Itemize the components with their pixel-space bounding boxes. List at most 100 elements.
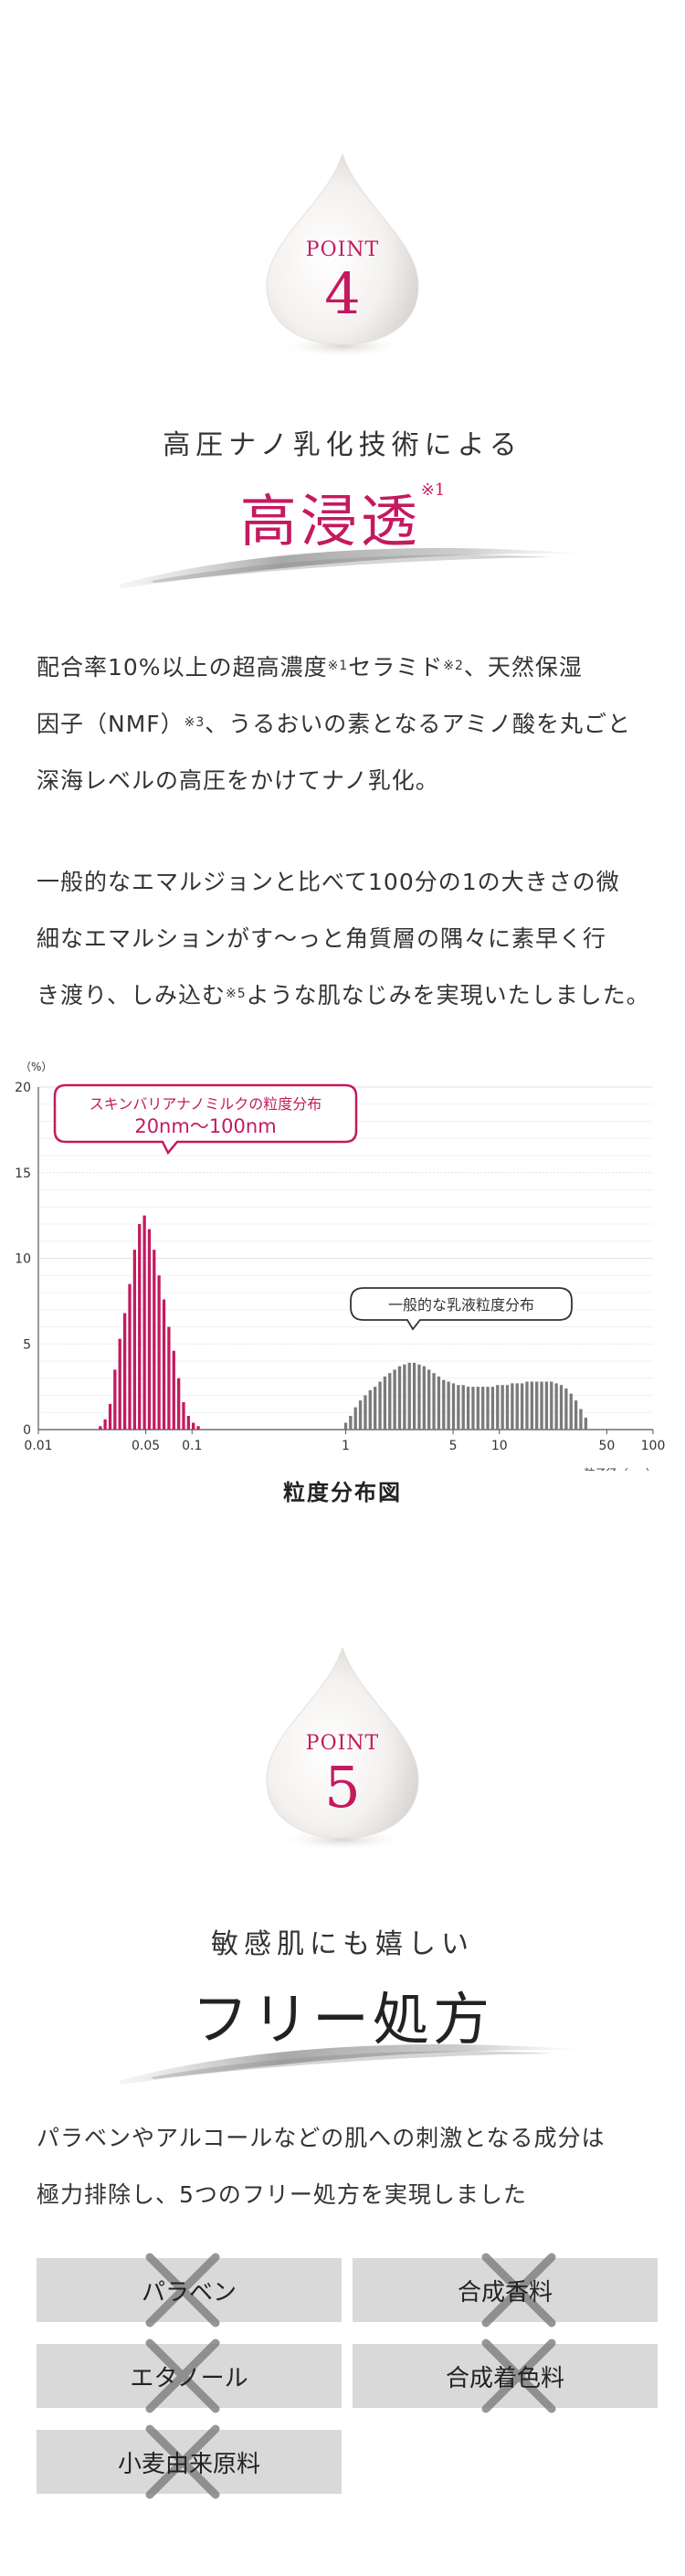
point5-number: 5 bbox=[324, 1754, 361, 1821]
generic-emulsion-bar bbox=[471, 1387, 475, 1430]
emulsion-series-name: 一般的な乳液粒度分布 bbox=[388, 1296, 534, 1314]
x-tick-label: 5 bbox=[449, 1439, 458, 1453]
generic-emulsion-bar bbox=[403, 1364, 406, 1430]
generic-emulsion-bar bbox=[564, 1388, 568, 1430]
nano-milk-bar bbox=[192, 1422, 195, 1430]
generic-emulsion-bar bbox=[461, 1385, 465, 1430]
x-tick-label: 10 bbox=[491, 1439, 508, 1453]
para1-line-2: 因子（NMF）※3、うるおいの素となるアミノ酸を丸ごと bbox=[37, 711, 632, 737]
nano-milk-bar bbox=[142, 1215, 146, 1430]
nano-milk-bar bbox=[147, 1229, 152, 1430]
generic-emulsion-bar bbox=[511, 1383, 514, 1430]
generic-emulsion-bar bbox=[490, 1387, 495, 1430]
generic-emulsion-bar bbox=[447, 1381, 450, 1430]
generic-emulsion-bar bbox=[353, 1407, 357, 1430]
para2-line-1: 一般的なエマルジョンと比べて100分の1の大きさの微 bbox=[37, 869, 620, 895]
generic-emulsion-bar bbox=[407, 1362, 411, 1430]
x-axis-label: 粒子径（μm） bbox=[585, 1466, 657, 1471]
point4-section: POINT 4 高圧ナノ乳化技術による 高浸透※1 配合率10%以上の超高濃度※… bbox=[0, 153, 685, 1505]
y-tick-label: 20 bbox=[15, 1081, 31, 1095]
generic-emulsion-bar bbox=[530, 1381, 533, 1430]
point4-title-text: 高浸透 bbox=[239, 488, 421, 554]
generic-emulsion-bar bbox=[432, 1373, 436, 1430]
cross-mark-icon bbox=[481, 2253, 556, 2328]
generic-emulsion-bar bbox=[457, 1385, 460, 1430]
nano-milk-bar bbox=[99, 1426, 102, 1430]
zero-label: 0 bbox=[23, 1423, 31, 1438]
point5-word: POINT bbox=[305, 1732, 380, 1755]
nano-milk-bar bbox=[186, 1416, 190, 1430]
cross-mark-icon bbox=[145, 2338, 220, 2413]
generic-emulsion-bar bbox=[378, 1381, 382, 1430]
nano-milk-bar bbox=[108, 1403, 112, 1430]
point5-title: フリー処方 bbox=[191, 1986, 493, 2053]
generic-emulsion-bar bbox=[550, 1381, 553, 1430]
cross-mark-icon bbox=[145, 2253, 220, 2328]
generic-emulsion-bar bbox=[383, 1376, 387, 1430]
point5-section: POINT 5 敏感肌にも嬉しい フリー処方 パラベンやアルコールなどの肌への刺… bbox=[0, 1608, 685, 2576]
point4-title: 高浸透※1 bbox=[0, 475, 685, 557]
point4-paragraph-1: 配合率10%以上の超高濃度※1セラミド※2、天然保湿 因子（NMF）※3、うるお… bbox=[37, 639, 658, 809]
generic-emulsion-bar bbox=[579, 1409, 583, 1430]
para1-line-1: 配合率10%以上の超高濃度※1セラミド※2、天然保湿 bbox=[37, 654, 583, 681]
para1-line-3: 深海レベルの高圧をかけてナノ乳化。 bbox=[37, 767, 439, 794]
generic-emulsion-bar bbox=[427, 1369, 431, 1430]
point4-paragraph-2: 一般的なエマルジョンと比べて100分の1の大きさの微 細なエマルションがす〜っと… bbox=[37, 854, 658, 1024]
generic-emulsion-bar bbox=[486, 1387, 490, 1430]
y-tick-label: 15 bbox=[15, 1167, 31, 1181]
generic-emulsion-bar bbox=[466, 1387, 470, 1430]
x-tick-label: 50 bbox=[598, 1439, 615, 1453]
x-tick-label: 100 bbox=[641, 1439, 666, 1453]
para2-line-2: 細なエマルションがす〜っと角質層の隅々に素早く行 bbox=[37, 925, 607, 952]
generic-emulsion-bar bbox=[358, 1400, 363, 1430]
generic-emulsion-bar bbox=[540, 1381, 543, 1430]
generic-emulsion-bar bbox=[574, 1400, 578, 1430]
nano-milk-bar bbox=[196, 1426, 200, 1430]
x-tick-label: 0.01 bbox=[24, 1439, 52, 1453]
nano-milk-bar bbox=[113, 1369, 117, 1430]
generic-emulsion-bar bbox=[364, 1395, 367, 1430]
y-tick-label: 5 bbox=[23, 1337, 31, 1352]
nano-milk-bar bbox=[182, 1402, 185, 1430]
nano-milk-bar bbox=[167, 1326, 171, 1430]
point4-title-note: ※1 bbox=[420, 480, 446, 500]
generic-emulsion-bar bbox=[569, 1393, 573, 1430]
nano-milk-bar bbox=[132, 1250, 137, 1430]
free-item-paraben: パラベン bbox=[37, 2253, 342, 2328]
generic-emulsion-bar bbox=[496, 1385, 500, 1430]
generic-emulsion-bar bbox=[584, 1417, 587, 1430]
free-item-ethanol: エタノール bbox=[37, 2338, 342, 2413]
cross-mark-icon bbox=[145, 2424, 220, 2499]
generic-emulsion-bar bbox=[501, 1385, 504, 1430]
water-drop-icon bbox=[266, 153, 419, 357]
point5-para-line-1: パラベンやアルコールなどの肌への刺激となる成分は bbox=[37, 2125, 606, 2151]
x-tick-label: 0.05 bbox=[132, 1439, 160, 1453]
generic-emulsion-bar bbox=[515, 1383, 519, 1430]
generic-emulsion-bar bbox=[451, 1383, 456, 1430]
generic-emulsion-bar bbox=[544, 1381, 549, 1430]
x-tick-label: 1 bbox=[342, 1439, 350, 1453]
y-tick-label: 10 bbox=[15, 1252, 31, 1267]
nano-callout-box bbox=[53, 1083, 358, 1156]
generic-emulsion-bar bbox=[525, 1381, 529, 1430]
particle-size-chart: 5101520（%）00.010.050.1151050100粒子径（μm）スキ… bbox=[15, 1061, 666, 1471]
generic-emulsion-bar bbox=[422, 1366, 426, 1430]
nano-milk-bar bbox=[128, 1283, 132, 1430]
point5-subhead: 敏感肌にも嬉しい bbox=[211, 1928, 474, 1960]
point5-para-line-2: 極力排除し、5つのフリー処方を実現しました bbox=[37, 2181, 527, 2208]
nano-milk-bar bbox=[118, 1338, 121, 1430]
emulsion-callout-box bbox=[350, 1287, 573, 1331]
point5-drop-badge: POINT 5 bbox=[258, 1644, 427, 1854]
nano-series-name: スキンバリアナノミルクの粒度分布 bbox=[90, 1095, 321, 1113]
nano-range-label: 20nm〜100nm bbox=[134, 1115, 276, 1137]
free-item-wheat: 小麦由来原料 bbox=[37, 2424, 342, 2499]
generic-emulsion-bar bbox=[559, 1385, 564, 1430]
generic-emulsion-bar bbox=[374, 1387, 377, 1430]
generic-emulsion-bar bbox=[412, 1362, 416, 1430]
point5-paragraph: パラベンやアルコールなどの肌への刺激となる成分は 極力排除し、5つのフリー処方を… bbox=[37, 2110, 658, 2223]
generic-emulsion-bar bbox=[343, 1422, 348, 1430]
brush-stroke-decoration bbox=[119, 2044, 585, 2085]
nano-milk-bar bbox=[157, 1275, 161, 1430]
generic-emulsion-bar bbox=[388, 1373, 392, 1430]
water-drop-icon bbox=[266, 1646, 419, 1851]
